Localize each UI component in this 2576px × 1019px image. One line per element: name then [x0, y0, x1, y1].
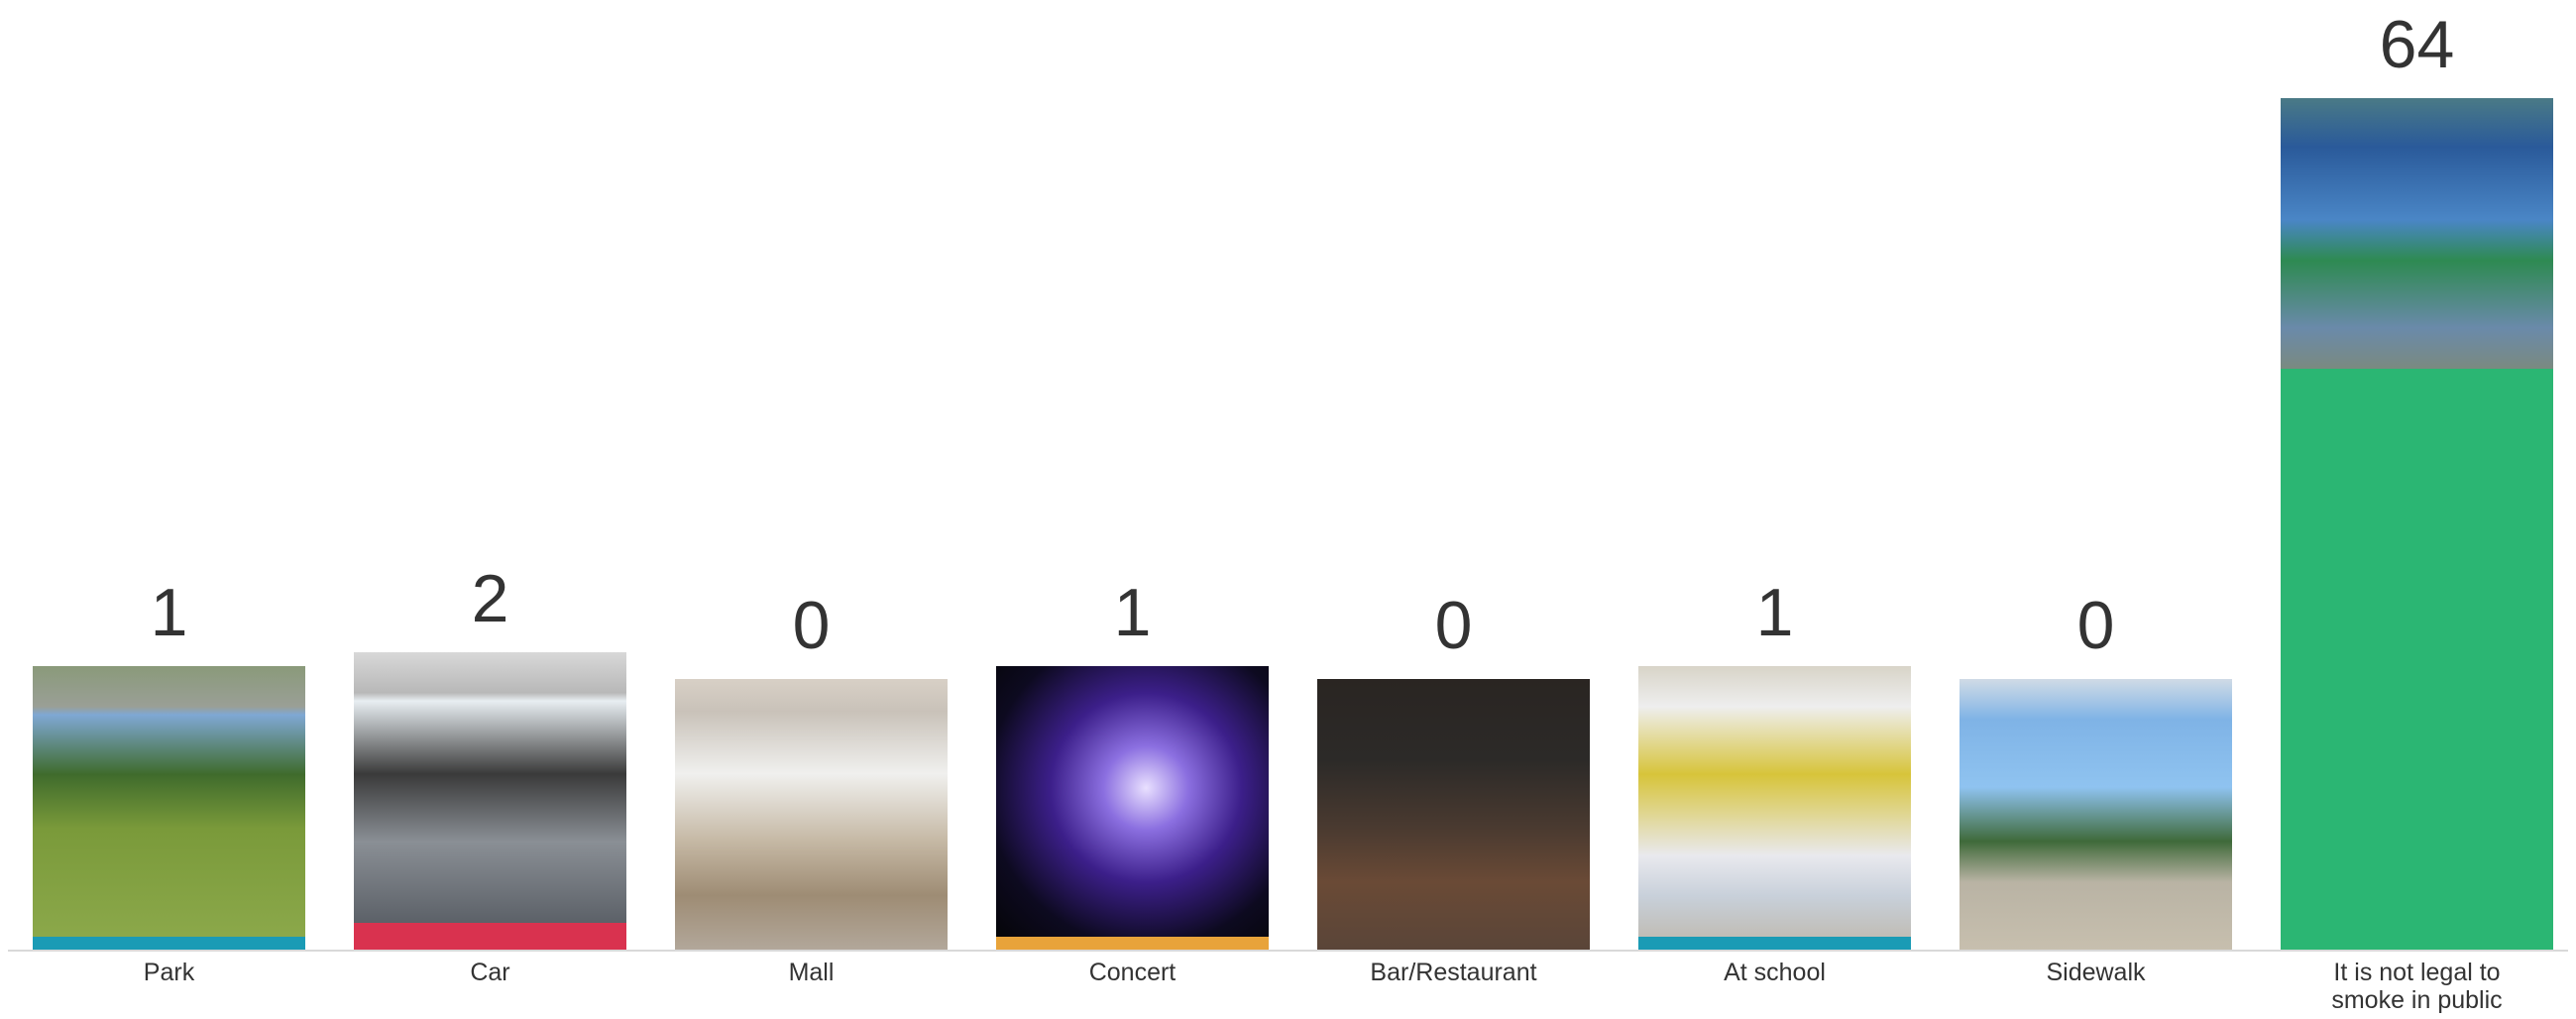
bar [1638, 936, 1911, 950]
photo [1317, 679, 1590, 950]
category-label: Concert [1088, 959, 1176, 986]
value-label: 1 [1113, 574, 1152, 650]
category-label: It is not legal to smoke in public [2331, 959, 2503, 1014]
bar [354, 923, 626, 950]
value-label: 0 [2076, 588, 2115, 663]
category-label: Bar/Restaurant [1370, 959, 1537, 986]
photo [2281, 98, 2553, 369]
value-label: 0 [1434, 588, 1473, 663]
baseline [8, 950, 2568, 952]
value-label: 64 [2379, 7, 2455, 82]
photo [675, 679, 948, 950]
value-label: 1 [150, 574, 188, 650]
bar [996, 936, 1269, 950]
photo [33, 665, 305, 937]
category-label: At school [1724, 959, 1826, 986]
value-label: 1 [1755, 574, 1794, 650]
category-label: Sidewalk [2046, 959, 2146, 986]
category-label: Car [470, 959, 510, 986]
photo [1960, 679, 2232, 950]
photo [996, 665, 1269, 937]
bar [33, 936, 305, 950]
category-label: Park [143, 959, 195, 986]
value-label: 2 [471, 561, 509, 637]
category-label: Mall [788, 959, 835, 986]
photo [354, 652, 626, 924]
photo [1638, 665, 1911, 937]
value-label: 0 [792, 588, 831, 663]
